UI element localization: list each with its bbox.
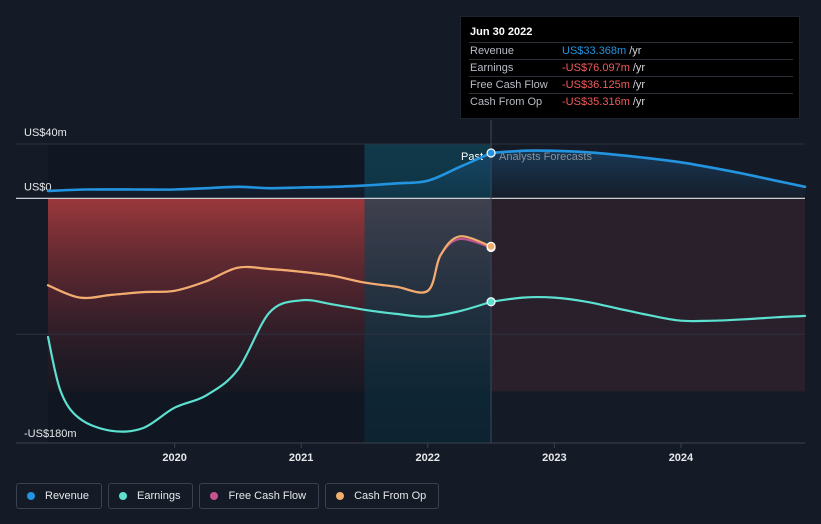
y-tick-label: US$40m <box>24 127 67 139</box>
tooltip-value: -US$76.097m/yr <box>562 62 646 74</box>
earnings-marker <box>486 297 496 307</box>
tooltip-label: Earnings <box>470 62 514 74</box>
tooltip-row-revenue: Revenue US$33.368m/yr <box>469 42 793 60</box>
cash-from-op-line <box>46 235 493 300</box>
legend-item-earnings[interactable]: Earnings <box>108 483 194 509</box>
earnings-forecast-line <box>490 295 807 323</box>
legend-label: Earnings <box>137 490 181 502</box>
cash-from-op-marker <box>486 241 496 251</box>
revenue-line <box>46 151 493 193</box>
tooltip-value: US$33.368m/yr <box>562 45 642 57</box>
legend-item-free-cash-flow[interactable]: Free Cash Flow <box>199 483 320 509</box>
x-tick-label: 2020 <box>162 452 186 464</box>
tooltip-row-earnings: Earnings -US$76.097m/yr <box>469 59 793 77</box>
legend-dot-icon <box>336 492 345 500</box>
y-tick-label: -US$180m <box>24 428 77 440</box>
tooltip-row-free-cash-flow: Free Cash Flow -US$36.125m/yr <box>469 76 793 94</box>
tooltip-value: -US$36.125m/yr <box>562 79 646 91</box>
legend-dot-icon <box>210 492 219 500</box>
chart-legend: Revenue Earnings Free Cash Flow Cash Fro… <box>16 483 440 511</box>
tooltip-label: Revenue <box>470 45 515 57</box>
x-tick-label: 2024 <box>669 452 694 464</box>
legend-label: Revenue <box>45 490 90 502</box>
tooltip-value: -US$35.316m/yr <box>562 96 646 108</box>
legend-dot-icon <box>27 492 35 500</box>
legend-label: Free Cash Flow <box>228 490 307 502</box>
negative-area-forecast <box>491 198 805 392</box>
x-tick-label: 2022 <box>416 452 440 464</box>
legend-item-revenue[interactable]: Revenue <box>16 483 103 509</box>
x-tick-label: 2021 <box>289 452 313 464</box>
y-tick-label: US$0 <box>24 181 52 193</box>
tooltip-label: Cash From Op <box>470 96 543 108</box>
revenue-marker <box>486 148 496 158</box>
earnings-line <box>46 298 493 433</box>
revenue-forecast-line <box>489 149 807 189</box>
forecast-label: Analysts Forecasts <box>499 151 592 163</box>
x-tick-label: 2023 <box>542 452 566 464</box>
data-tooltip: Jun 30 2022 Revenue US$33.368m/yr Earnin… <box>460 16 800 119</box>
revenue-area <box>48 150 805 199</box>
legend-item-cash-from-op[interactable]: Cash From Op <box>325 483 440 509</box>
tooltip-row-cash-from-op: Cash From Op -US$35.316m/yr <box>469 93 793 111</box>
tooltip-date: Jun 30 2022 <box>470 26 533 38</box>
legend-dot-icon <box>119 492 128 500</box>
legend-label: Cash From Op <box>354 490 427 502</box>
tooltip-label: Free Cash Flow <box>470 79 548 91</box>
